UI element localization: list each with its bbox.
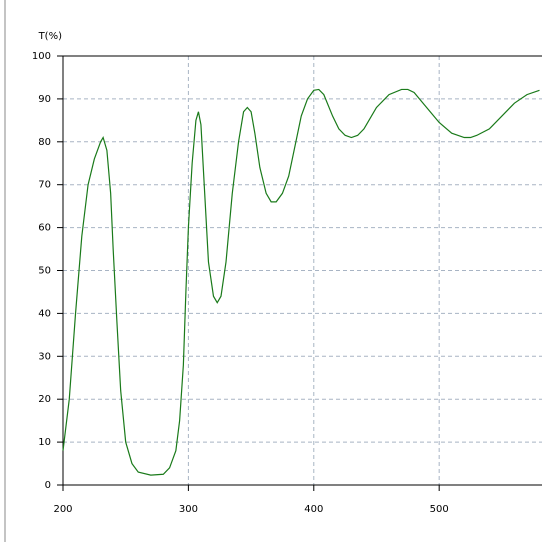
y-tick-label: 10 bbox=[38, 437, 51, 448]
y-axis-label: T(%) bbox=[38, 31, 63, 42]
data-line bbox=[62, 88, 540, 476]
x-tick-label: 200 bbox=[53, 504, 72, 515]
y-tick-label: 70 bbox=[38, 180, 51, 191]
y-tick-label: 50 bbox=[38, 266, 51, 277]
x-tick-label: 300 bbox=[179, 504, 198, 515]
y-tick-label: 80 bbox=[38, 137, 51, 148]
y-tick-label: 20 bbox=[38, 394, 51, 405]
y-tick-label: 0 bbox=[45, 480, 51, 491]
y-tick-label: 60 bbox=[38, 223, 51, 234]
y-tick-label: 100 bbox=[32, 51, 51, 62]
y-tick-label: 90 bbox=[38, 94, 51, 105]
y-tick-label: 40 bbox=[38, 308, 51, 319]
y-tick-label: 30 bbox=[38, 351, 51, 362]
x-tick-label: 400 bbox=[304, 504, 323, 515]
x-tick-label: 500 bbox=[430, 504, 449, 515]
